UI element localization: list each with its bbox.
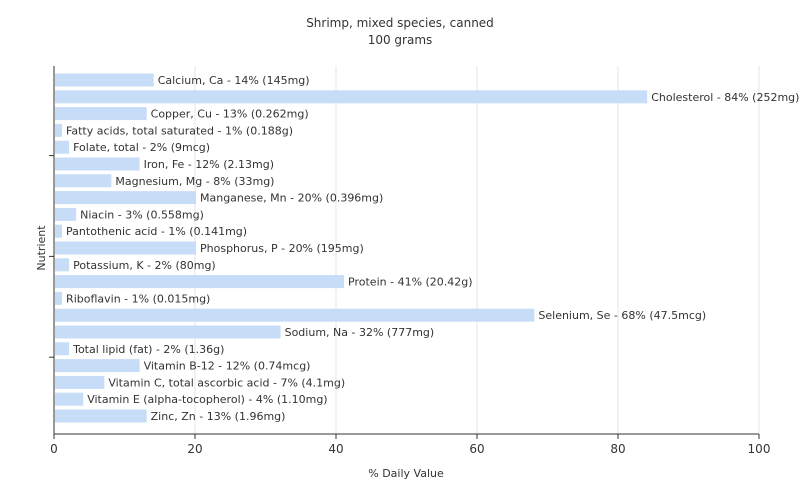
bar-label: Total lipid (fat) - 2% (1.36g) bbox=[72, 343, 224, 356]
bar bbox=[55, 241, 196, 255]
x-tick-label: 0 bbox=[50, 442, 58, 456]
bar bbox=[55, 123, 63, 137]
bar-label: Zinc, Zn - 13% (1.96mg) bbox=[151, 410, 286, 423]
x-axis-title: % Daily Value bbox=[368, 467, 444, 480]
y-axis-title: Nutrient bbox=[35, 225, 48, 271]
bar bbox=[55, 207, 77, 221]
x-ticks: 0 20 40 60 80 100 bbox=[50, 434, 770, 456]
bar-label: Protein - 41% (20.42g) bbox=[348, 276, 473, 289]
bar-label: Sodium, Na - 32% (777mg) bbox=[285, 326, 435, 339]
bar-labels: Calcium, Ca - 14% (145mg) Cholesterol - 8… bbox=[66, 74, 799, 423]
bar bbox=[55, 291, 63, 305]
chart-title: Shrimp, mixed species, canned bbox=[306, 16, 494, 30]
bar bbox=[55, 140, 70, 154]
bar-label: Niacin - 3% (0.558mg) bbox=[80, 208, 204, 221]
bar bbox=[55, 392, 84, 406]
bar bbox=[55, 174, 112, 188]
bar-label: Potassium, K - 2% (80mg) bbox=[73, 259, 216, 272]
bar-label: Riboflavin - 1% (0.015mg) bbox=[66, 292, 210, 305]
x-tick-label: 60 bbox=[469, 442, 484, 456]
bar bbox=[55, 275, 345, 289]
bar bbox=[55, 191, 196, 205]
bar-label: Manganese, Mn - 20% (0.396mg) bbox=[200, 192, 383, 205]
bar-label: Iron, Fe - 12% (2.13mg) bbox=[144, 158, 274, 171]
bar-label: Calcium, Ca - 14% (145mg) bbox=[158, 74, 310, 87]
x-tick-label: 40 bbox=[328, 442, 343, 456]
chart-subtitle: 100 grams bbox=[368, 33, 433, 47]
bars bbox=[55, 73, 648, 423]
bar bbox=[55, 73, 154, 87]
bar bbox=[55, 107, 147, 121]
x-tick-label: 20 bbox=[187, 442, 202, 456]
bar-label: Vitamin E (alpha-tocopherol) - 4% (1.10m… bbox=[87, 393, 327, 406]
bar-label: Cholesterol - 84% (252mg) bbox=[651, 91, 799, 104]
bar bbox=[55, 325, 281, 339]
bar-label: Copper, Cu - 13% (0.262mg) bbox=[151, 108, 309, 121]
bar-label: Folate, total - 2% (9mcg) bbox=[73, 141, 210, 154]
axes bbox=[49, 66, 759, 435]
bar bbox=[55, 90, 648, 104]
bar bbox=[55, 409, 147, 423]
bar bbox=[55, 359, 140, 373]
bar bbox=[55, 375, 105, 389]
x-tick-label: 80 bbox=[610, 442, 625, 456]
gridlines bbox=[194, 66, 760, 434]
x-tick-label: 100 bbox=[748, 442, 771, 456]
bar bbox=[55, 157, 140, 171]
bar bbox=[55, 224, 63, 238]
bar bbox=[55, 258, 70, 272]
bar-label: Pantothenic acid - 1% (0.141mg) bbox=[66, 225, 247, 238]
bar bbox=[55, 342, 70, 356]
bar-label: Fatty acids, total saturated - 1% (0.188… bbox=[66, 124, 293, 137]
bar-label: Magnesium, Mg - 8% (33mg) bbox=[115, 175, 274, 188]
bar-label: Vitamin B-12 - 12% (0.74mcg) bbox=[144, 360, 311, 373]
bar bbox=[55, 308, 535, 322]
bar-label: Phosphorus, P - 20% (195mg) bbox=[200, 242, 364, 255]
bar-label: Selenium, Se - 68% (47.5mcg) bbox=[538, 309, 706, 322]
bar-label: Vitamin C, total ascorbic acid - 7% (4.1… bbox=[108, 376, 345, 389]
